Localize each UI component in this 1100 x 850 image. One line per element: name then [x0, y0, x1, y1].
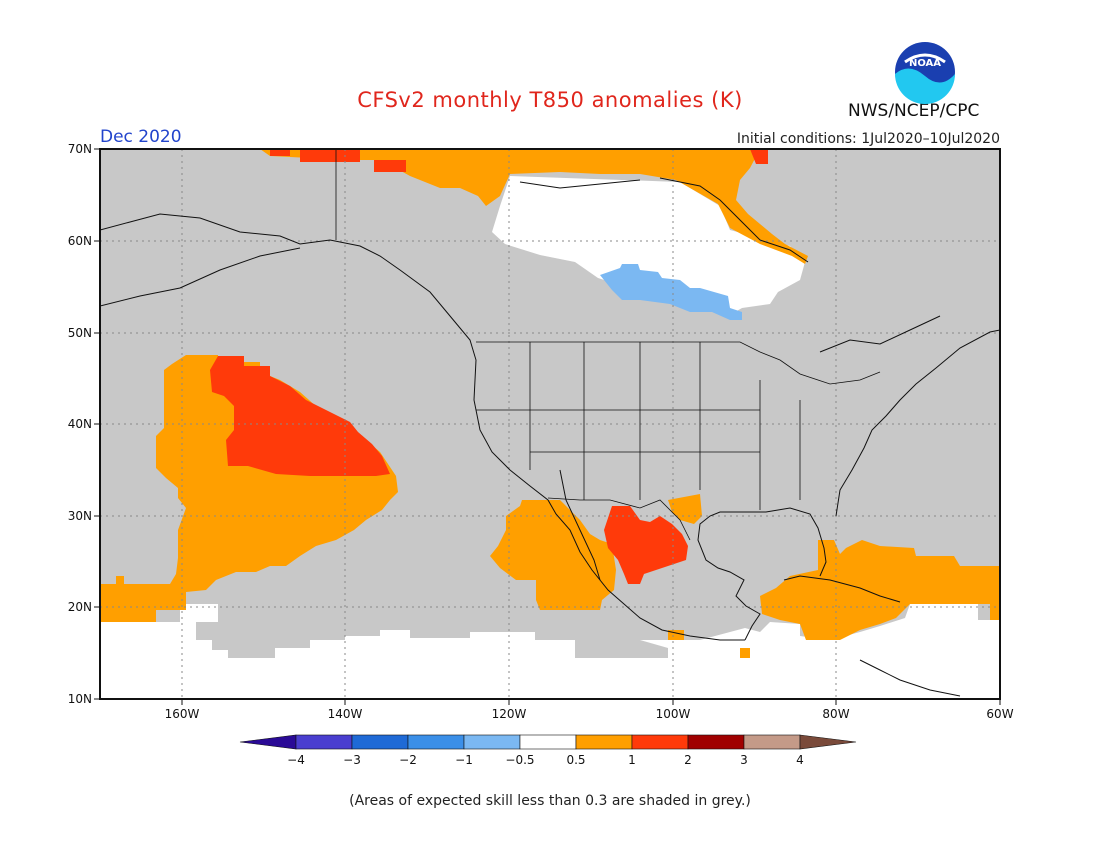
- colorbar-swatch: [407, 734, 465, 750]
- near-normal-canada-area: [492, 176, 805, 312]
- lon-label-160w: 160W: [164, 707, 200, 721]
- warm-anomaly-mexico-strong: [604, 506, 688, 584]
- colorbar-label: −2: [399, 753, 417, 767]
- colorbar-swatch: [743, 734, 801, 750]
- graticule: [100, 149, 1000, 699]
- skill-footnote: (Areas of expected skill less than 0.3 a…: [349, 793, 751, 809]
- lon-label-80w: 80W: [822, 707, 850, 721]
- svg-text:NOAA: NOAA: [909, 58, 941, 69]
- cold-anomaly-area: [600, 264, 742, 320]
- colorbar-label: −3: [343, 753, 361, 767]
- warm-anomaly-pacific-strong: [210, 356, 390, 476]
- lon-label-100w: 100W: [655, 707, 691, 721]
- colorbar-swatch: [519, 734, 577, 750]
- lat-label-60n: 60N: [67, 234, 92, 248]
- colorbar-label: −0.5: [505, 753, 535, 767]
- colorbar-swatch: [575, 734, 633, 750]
- colorbar-label: 2: [684, 753, 692, 767]
- lat-label-70n: 70N: [67, 142, 92, 156]
- near-normal-south-area: [100, 604, 1000, 699]
- initial-conditions: Initial conditions: 1Jul2020–10Jul2020: [736, 131, 1000, 147]
- lon-label-140w: 140W: [327, 707, 363, 721]
- lat-label-30n: 30N: [67, 509, 92, 523]
- colorbar-label: −4: [287, 753, 305, 767]
- colorbar-swatch: [463, 734, 521, 750]
- chart-title: CFSv2 monthly T850 anomalies (K): [357, 88, 743, 112]
- lon-label-120w: 120W: [491, 707, 527, 721]
- lat-label-10n: 10N: [67, 692, 92, 706]
- colorbar-swatch: [351, 734, 409, 750]
- colorbar-swatch: [239, 734, 297, 750]
- colorbar-label: 3: [740, 753, 748, 767]
- forecast-period: Dec 2020: [100, 127, 182, 147]
- agency-label: NWS/NCEP/CPC: [848, 101, 980, 121]
- colorbar-swatch: [631, 734, 689, 750]
- lat-label-50n: 50N: [67, 326, 92, 340]
- noaa-logo-icon: NOAA: [895, 42, 955, 104]
- colorbar-label: 1: [628, 753, 636, 767]
- warm-anomaly-caribbean: [760, 540, 1000, 640]
- colorbar-swatch: [799, 734, 857, 750]
- colorbar-label: 4: [796, 753, 804, 767]
- warm-anomaly-north: [260, 149, 808, 264]
- colorbar-swatch: [295, 734, 353, 750]
- warm-anomaly-mexico-west: [490, 500, 616, 610]
- political-borders: [335, 149, 881, 541]
- lat-label-20n: 20N: [67, 600, 92, 614]
- coastlines: [100, 177, 1000, 697]
- lon-label-60w: 60W: [986, 707, 1014, 721]
- colorbar-label: −1: [455, 753, 473, 767]
- colorbar-swatch: [687, 734, 745, 750]
- colorbar-label: 0.5: [566, 753, 586, 767]
- lat-label-40n: 40N: [67, 417, 92, 431]
- warm-anomaly-north-strong: [300, 149, 360, 162]
